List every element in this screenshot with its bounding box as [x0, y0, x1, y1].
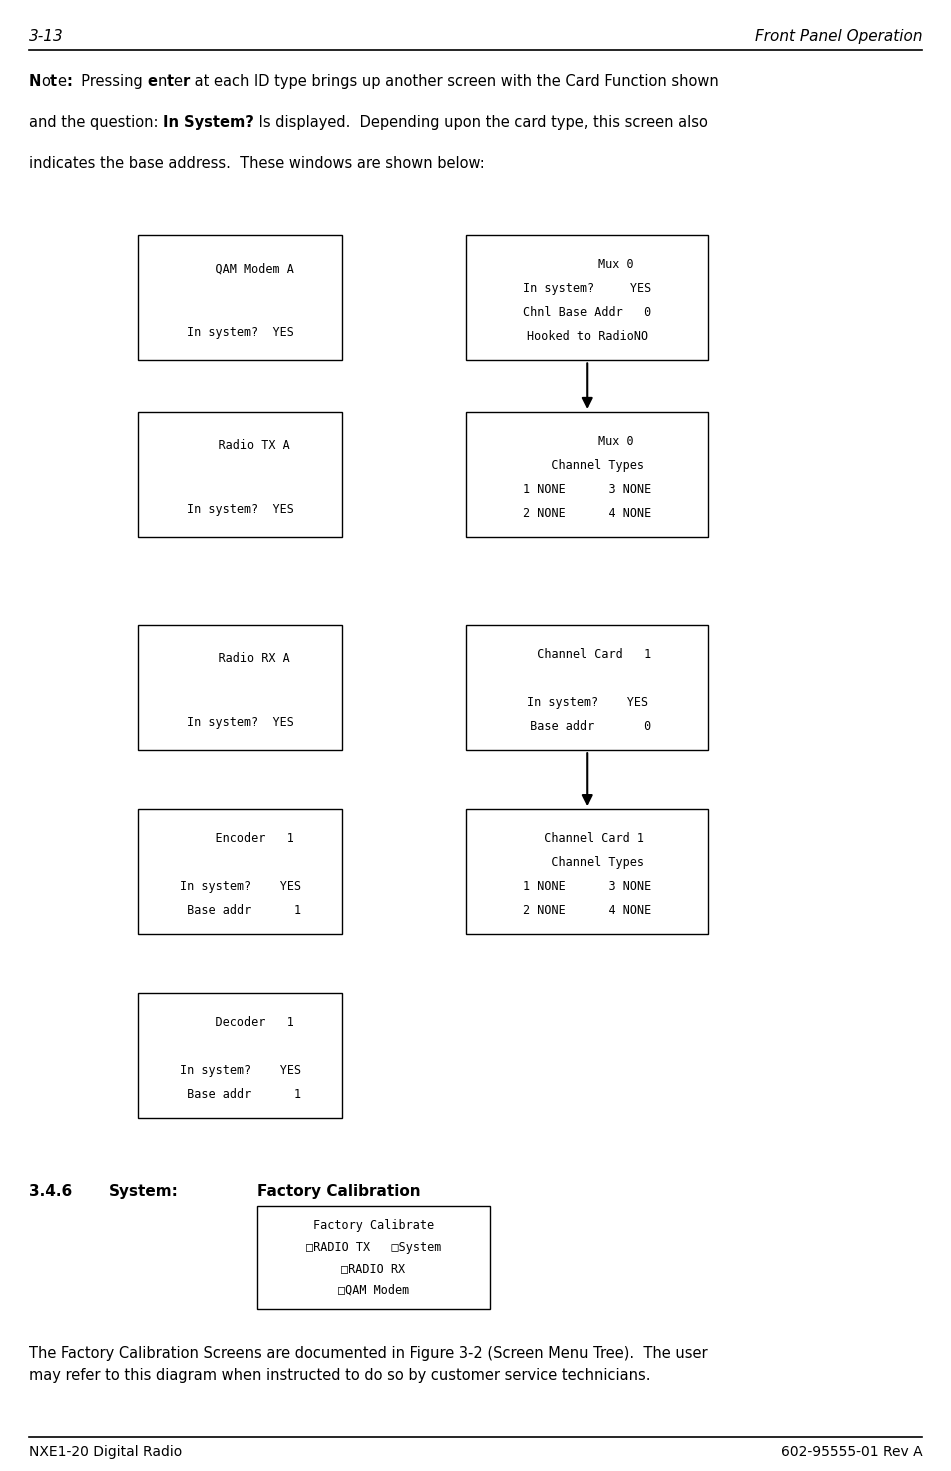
Text: t: t	[166, 74, 174, 88]
Text: QAM Modem A: QAM Modem A	[186, 262, 294, 275]
Text: NXE1-20 Digital Radio: NXE1-20 Digital Radio	[29, 1445, 182, 1459]
Text: Is displayed.  Depending upon the card type, this screen also: Is displayed. Depending upon the card ty…	[254, 115, 708, 129]
Text: Chnl Base Addr   0: Chnl Base Addr 0	[523, 306, 651, 319]
Bar	[466, 235, 708, 360]
Text: The Factory Calibration Screens are documented in Figure 3-2 (Screen Menu Tree).: The Factory Calibration Screens are docu…	[29, 1346, 708, 1383]
Text: In system?     YES: In system? YES	[523, 282, 651, 296]
Text: Mux 0: Mux 0	[541, 435, 633, 449]
Bar	[466, 412, 708, 537]
Text: r: r	[183, 74, 190, 88]
Text: Radio RX A: Radio RX A	[190, 652, 290, 665]
Text: Mux 0: Mux 0	[541, 259, 633, 272]
Text: n: n	[157, 74, 166, 88]
Text: 3-13: 3-13	[29, 29, 64, 44]
Bar	[138, 625, 342, 750]
Text: □QAM Modem: □QAM Modem	[338, 1283, 409, 1296]
Bar	[138, 412, 342, 537]
Text: Front Panel Operation: Front Panel Operation	[755, 29, 922, 44]
Text: 602-95555-01 Rev A: 602-95555-01 Rev A	[781, 1445, 922, 1459]
Text: Radio TX A: Radio TX A	[190, 438, 290, 452]
Text: System:: System:	[109, 1184, 179, 1199]
Text: In system?    YES: In system? YES	[180, 880, 301, 893]
Text: In system?  YES: In system? YES	[186, 716, 294, 730]
Text: o: o	[41, 74, 49, 88]
Text: Channel Card   1: Channel Card 1	[523, 649, 651, 662]
Text: In system?  YES: In system? YES	[186, 327, 294, 340]
Text: In system?    YES: In system? YES	[527, 696, 648, 709]
Bar	[138, 235, 342, 360]
Text: :: :	[66, 74, 71, 88]
Text: Encoder   1: Encoder 1	[186, 833, 294, 846]
Text: e: e	[174, 74, 183, 88]
Text: 2 NONE      4 NONE: 2 NONE 4 NONE	[523, 903, 651, 916]
Text: Base addr       0: Base addr 0	[523, 719, 651, 733]
Text: Factory Calibration: Factory Calibration	[257, 1184, 420, 1199]
Text: Channel Card 1: Channel Card 1	[531, 833, 644, 846]
Text: □RADIO TX   □System: □RADIO TX □System	[305, 1240, 441, 1253]
Bar	[257, 1206, 490, 1309]
Text: Channel Types: Channel Types	[531, 459, 644, 472]
Text: In System?: In System?	[163, 115, 254, 129]
Text: 1 NONE      3 NONE: 1 NONE 3 NONE	[523, 482, 651, 496]
Text: Pressing: Pressing	[71, 74, 147, 88]
Bar	[466, 809, 708, 934]
Text: 1 NONE      3 NONE: 1 NONE 3 NONE	[523, 880, 651, 893]
Text: e: e	[147, 74, 157, 88]
Text: Base addr      1: Base addr 1	[180, 1087, 301, 1100]
Text: In system?    YES: In system? YES	[180, 1064, 301, 1077]
Text: □RADIO RX: □RADIO RX	[341, 1262, 405, 1275]
Text: Decoder   1: Decoder 1	[186, 1016, 294, 1030]
Bar	[138, 993, 342, 1118]
Text: In system?  YES: In system? YES	[186, 503, 294, 516]
Text: Base addr      1: Base addr 1	[180, 903, 301, 916]
Text: Factory Calibrate: Factory Calibrate	[313, 1219, 434, 1233]
Text: Channel Types: Channel Types	[531, 856, 644, 869]
Text: N: N	[29, 74, 41, 88]
Bar	[138, 809, 342, 934]
Text: 3.4.6: 3.4.6	[29, 1184, 71, 1199]
Text: 2 NONE      4 NONE: 2 NONE 4 NONE	[523, 506, 651, 519]
Text: at each ID type brings up another screen with the Card Function shown: at each ID type brings up another screen…	[190, 74, 719, 88]
Text: Hooked to RadioNO: Hooked to RadioNO	[527, 330, 648, 343]
Text: t: t	[49, 74, 57, 88]
Bar	[466, 625, 708, 750]
Text: and the question:: and the question:	[29, 115, 163, 129]
Text: indicates the base address.  These windows are shown below:: indicates the base address. These window…	[29, 156, 484, 171]
Text: e: e	[57, 74, 66, 88]
